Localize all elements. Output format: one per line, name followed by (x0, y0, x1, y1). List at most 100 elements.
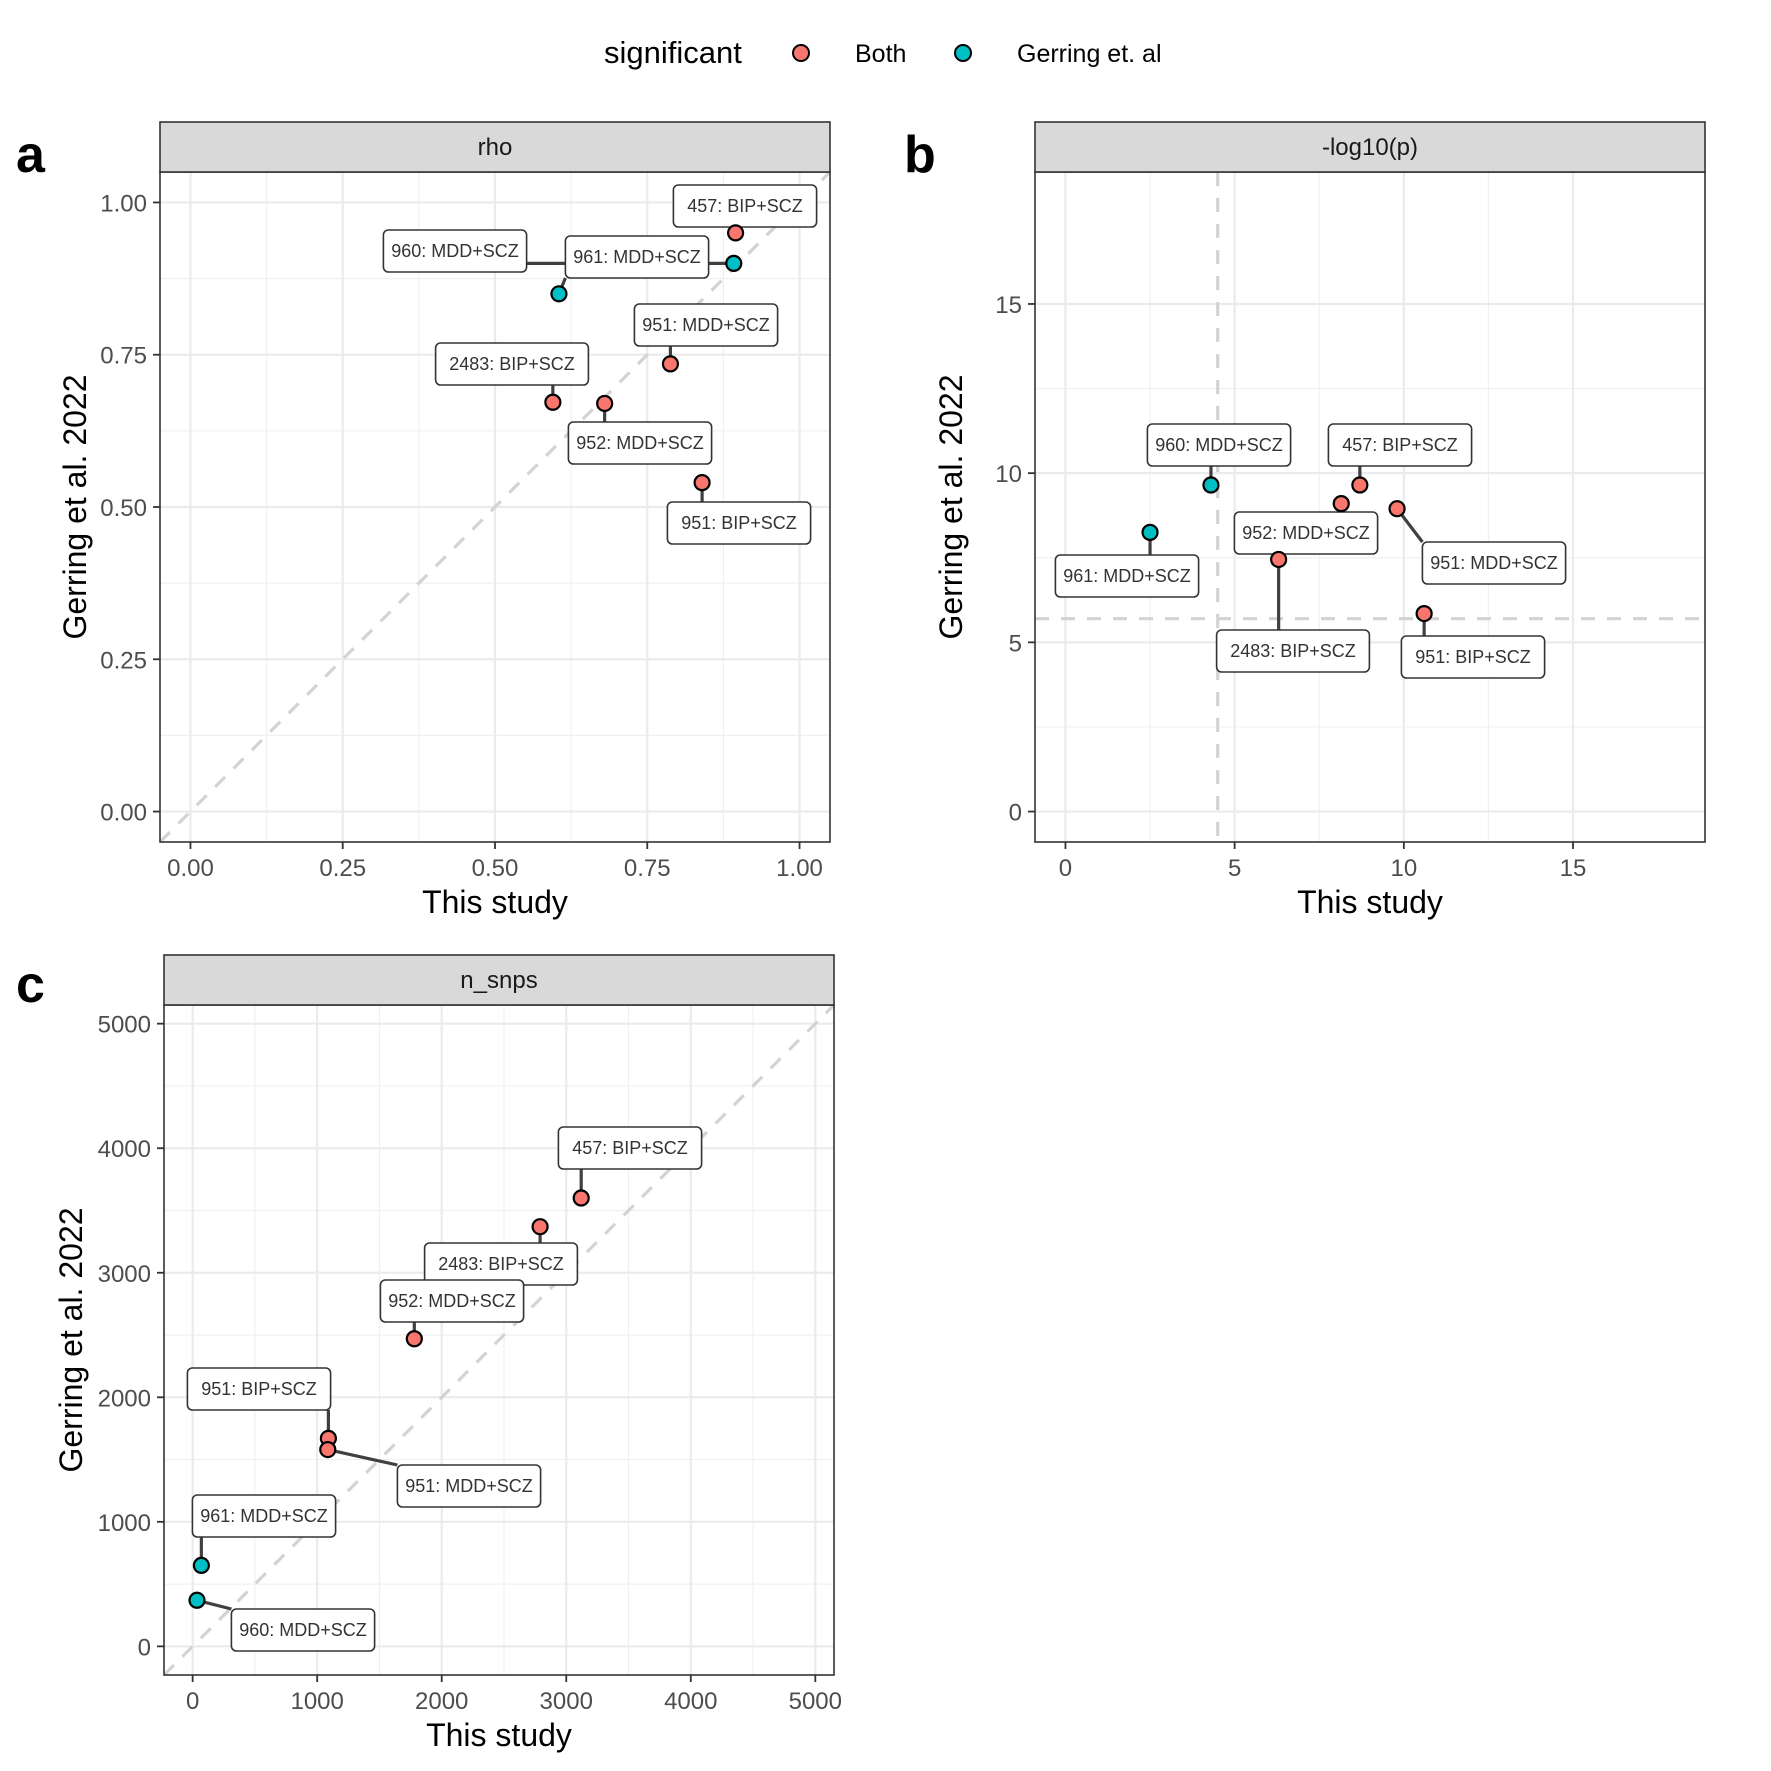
data-point (319, 1440, 337, 1459)
x-tick-label: 10 (1390, 855, 1417, 882)
y-tick-label: 5 (1009, 630, 1022, 657)
x-tick-label: 3000 (540, 1688, 593, 1715)
identity-line (160, 172, 830, 842)
point-label-box (1146, 423, 1292, 467)
x-axis-title: This study (1297, 884, 1443, 920)
y-tick-label: 4000 (98, 1136, 151, 1163)
point-label: 2483: BIP+SCZ (449, 354, 575, 374)
y-axis-title: Gerring et al. 2022 (53, 1207, 89, 1472)
point-label-box (379, 1279, 525, 1323)
legend-title: significant (604, 35, 742, 70)
point-label: 960: MDD+SCZ (1155, 435, 1283, 455)
point-label: 961: MDD+SCZ (1063, 566, 1191, 586)
legend-label-gerring: Gerring et. al (1017, 40, 1162, 68)
panel-b: 960: MDD+SCZ 961: MDD+SCZ 457: BIP+SCZ 952:… (904, 121, 1706, 920)
y-tick-label: 0.00 (100, 800, 147, 827)
y-tick-label: 0 (1009, 800, 1022, 827)
data-point (531, 1218, 549, 1236)
facet-strip (159, 121, 831, 173)
x-tick-label: 5 (1228, 855, 1241, 882)
plot-background (1035, 172, 1705, 842)
data-point (661, 355, 680, 373)
point-label: 951: MDD+SCZ (642, 315, 770, 335)
x-tick-label: 1.00 (776, 855, 823, 882)
x-tick-label: 15 (1560, 855, 1587, 882)
point-label-box (186, 1367, 332, 1411)
x-axis-title: This study (422, 884, 568, 920)
x-axis-title: This study (426, 1717, 572, 1753)
legend-label-both: Both (855, 40, 906, 68)
panel-letter: b (904, 126, 936, 184)
point-label: 2483: BIP+SCZ (438, 1254, 564, 1274)
x-tick-label: 4000 (664, 1688, 717, 1715)
y-tick-label: 0.50 (100, 495, 147, 522)
data-point (1388, 500, 1406, 518)
point-label: 960: MDD+SCZ (239, 1620, 367, 1640)
data-point (1415, 604, 1433, 623)
data-point (1351, 476, 1369, 494)
point-label-box (633, 303, 779, 347)
y-axis-title: Gerring et al. 2022 (57, 374, 93, 639)
point-label: 457: BIP+SCZ (1342, 435, 1458, 455)
data-point (725, 254, 743, 272)
facet-strip (1034, 121, 1706, 173)
point-label-box (557, 1126, 703, 1170)
x-tick-label: 1000 (290, 1688, 343, 1715)
point-label: 961: MDD+SCZ (200, 1506, 328, 1526)
panel-letter: c (16, 956, 45, 1014)
point-label: 951: BIP+SCZ (681, 513, 797, 533)
y-axis-title: Gerring et al. 2022 (933, 374, 969, 639)
label-leader-line (327, 1448, 398, 1467)
panel-c: 457: BIP+SCZ 2483: BIP+SCZ 952: MDD+SCZ 951… (16, 954, 842, 1753)
point-label-box (396, 1464, 542, 1508)
y-tick-label: 0.75 (100, 343, 147, 370)
data-point (405, 1330, 423, 1348)
point-label: 951: MDD+SCZ (405, 1476, 533, 1496)
data-point (550, 285, 568, 303)
point-label: 457: BIP+SCZ (572, 1138, 688, 1158)
point-label-box (1400, 635, 1546, 679)
y-tick-label: 5000 (98, 1012, 151, 1039)
point-label-box (1327, 423, 1473, 467)
point-label-box (564, 235, 710, 279)
x-tick-label: 0.00 (167, 855, 214, 882)
identity-line (164, 1005, 834, 1675)
data-point (1332, 495, 1350, 513)
y-tick-label: 1000 (98, 1510, 151, 1537)
legend-key-gerring (954, 44, 972, 62)
facet-strip-label: rho (478, 134, 513, 161)
legend-key-both (792, 44, 810, 62)
y-tick-label: 10 (995, 461, 1022, 488)
data-point (1270, 550, 1288, 569)
point-label: 952: MDD+SCZ (1242, 523, 1370, 543)
x-tick-label: 0 (1059, 855, 1072, 882)
point-label: 961: MDD+SCZ (573, 247, 701, 267)
y-tick-label: 2000 (98, 1385, 151, 1412)
y-tick-label: 0 (138, 1634, 151, 1661)
point-label: 951: MDD+SCZ (1430, 553, 1558, 573)
data-point (544, 393, 562, 411)
panel-a: 457: BIP+SCZ 960: MDD+SCZ 961: MDD+SCZ 951:… (16, 121, 831, 920)
point-label: 960: MDD+SCZ (391, 241, 519, 261)
x-tick-label: 2000 (415, 1688, 468, 1715)
point-label-box (1233, 511, 1379, 555)
data-point (1141, 523, 1159, 541)
data-point (596, 394, 614, 413)
x-tick-label: 0.25 (319, 855, 366, 882)
point-label-box (567, 421, 713, 465)
y-tick-label: 0.25 (100, 647, 147, 674)
data-point (188, 1591, 206, 1609)
y-tick-label: 15 (995, 292, 1022, 319)
facet-strip-label: -log10(p) (1322, 134, 1418, 161)
x-tick-label: 0 (186, 1688, 199, 1715)
data-point (1202, 476, 1220, 494)
legend: significant Both Gerring et. al (604, 35, 1162, 70)
point-label: 952: MDD+SCZ (576, 433, 704, 453)
x-tick-label: 0.75 (624, 855, 671, 882)
point-label-box (434, 342, 590, 386)
facet-strip (163, 954, 835, 1006)
point-label-box (230, 1608, 376, 1652)
point-label-box (1054, 554, 1200, 598)
point-label: 951: BIP+SCZ (201, 1379, 317, 1399)
